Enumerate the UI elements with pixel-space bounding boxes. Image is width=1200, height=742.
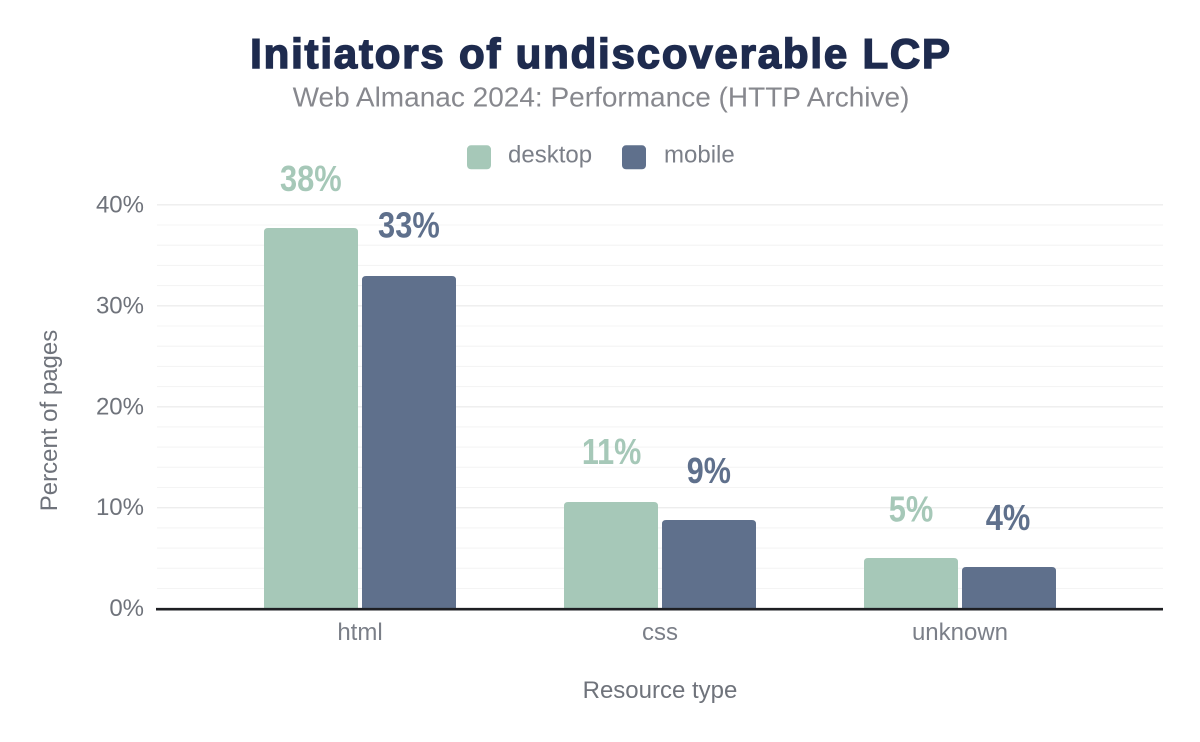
svg-text:30%: 30% <box>96 292 144 319</box>
svg-text:4%: 4% <box>986 498 1031 539</box>
svg-text:Resource type: Resource type <box>583 677 738 704</box>
svg-text:css: css <box>642 619 678 646</box>
svg-text:mobile: mobile <box>664 141 735 168</box>
svg-text:Web Almanac 2024: Performance: Web Almanac 2024: Performance (HTTP Arch… <box>293 82 910 113</box>
svg-text:Initiators of undiscoverable L: Initiators of undiscoverable LCP <box>250 30 952 77</box>
svg-text:40%: 40% <box>96 191 144 218</box>
svg-text:5%: 5% <box>889 489 934 530</box>
svg-text:Percent of pages: Percent of pages <box>36 330 63 511</box>
svg-text:10%: 10% <box>96 494 144 521</box>
svg-text:9%: 9% <box>687 452 731 492</box>
svg-text:desktop: desktop <box>508 141 592 168</box>
svg-text:11%: 11% <box>582 433 642 473</box>
svg-text:38%: 38% <box>280 159 342 200</box>
svg-text:0%: 0% <box>109 595 144 622</box>
svg-text:20%: 20% <box>96 393 144 420</box>
svg-text:unknown: unknown <box>912 619 1008 646</box>
svg-text:html: html <box>337 619 382 646</box>
svg-text:33%: 33% <box>378 205 440 246</box>
